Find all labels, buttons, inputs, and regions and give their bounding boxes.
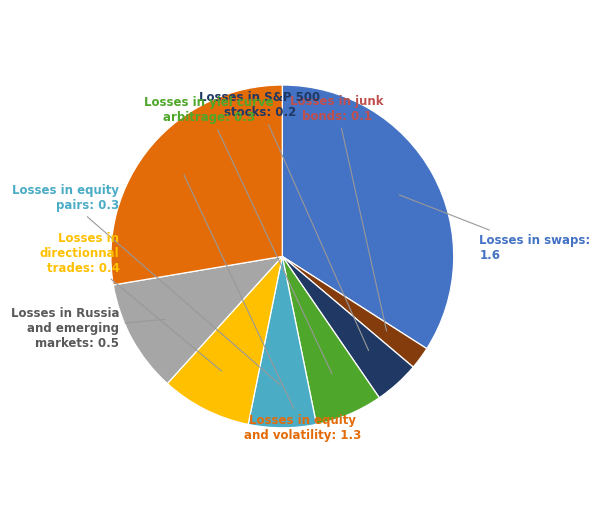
Wedge shape <box>113 257 283 384</box>
Text: Losses in yiel curve
arbitrage: 0.3: Losses in yiel curve arbitrage: 0.3 <box>144 96 332 374</box>
Text: Losses in equity
and volatility: 1.3: Losses in equity and volatility: 1.3 <box>184 175 361 442</box>
Text: Losses in Russia
and emerging
markets: 0.5: Losses in Russia and emerging markets: 0… <box>11 307 166 350</box>
Wedge shape <box>283 257 379 425</box>
Text: Losses in swaps:
1.6: Losses in swaps: 1.6 <box>399 195 590 262</box>
Text: Losses in junk
bonds: 0.1: Losses in junk bonds: 0.1 <box>290 95 386 331</box>
Wedge shape <box>283 85 454 349</box>
Text: Losses in
directionnal
trades: 0.4: Losses in directionnal trades: 0.4 <box>40 232 221 371</box>
Wedge shape <box>248 257 316 428</box>
Text: Losses in S&P 500
stocks: 0.2: Losses in S&P 500 stocks: 0.2 <box>199 91 368 350</box>
Wedge shape <box>283 257 413 398</box>
Wedge shape <box>111 85 283 285</box>
Text: Losses in equity
pairs: 0.3: Losses in equity pairs: 0.3 <box>13 184 280 385</box>
Wedge shape <box>167 257 283 425</box>
Wedge shape <box>283 257 427 367</box>
